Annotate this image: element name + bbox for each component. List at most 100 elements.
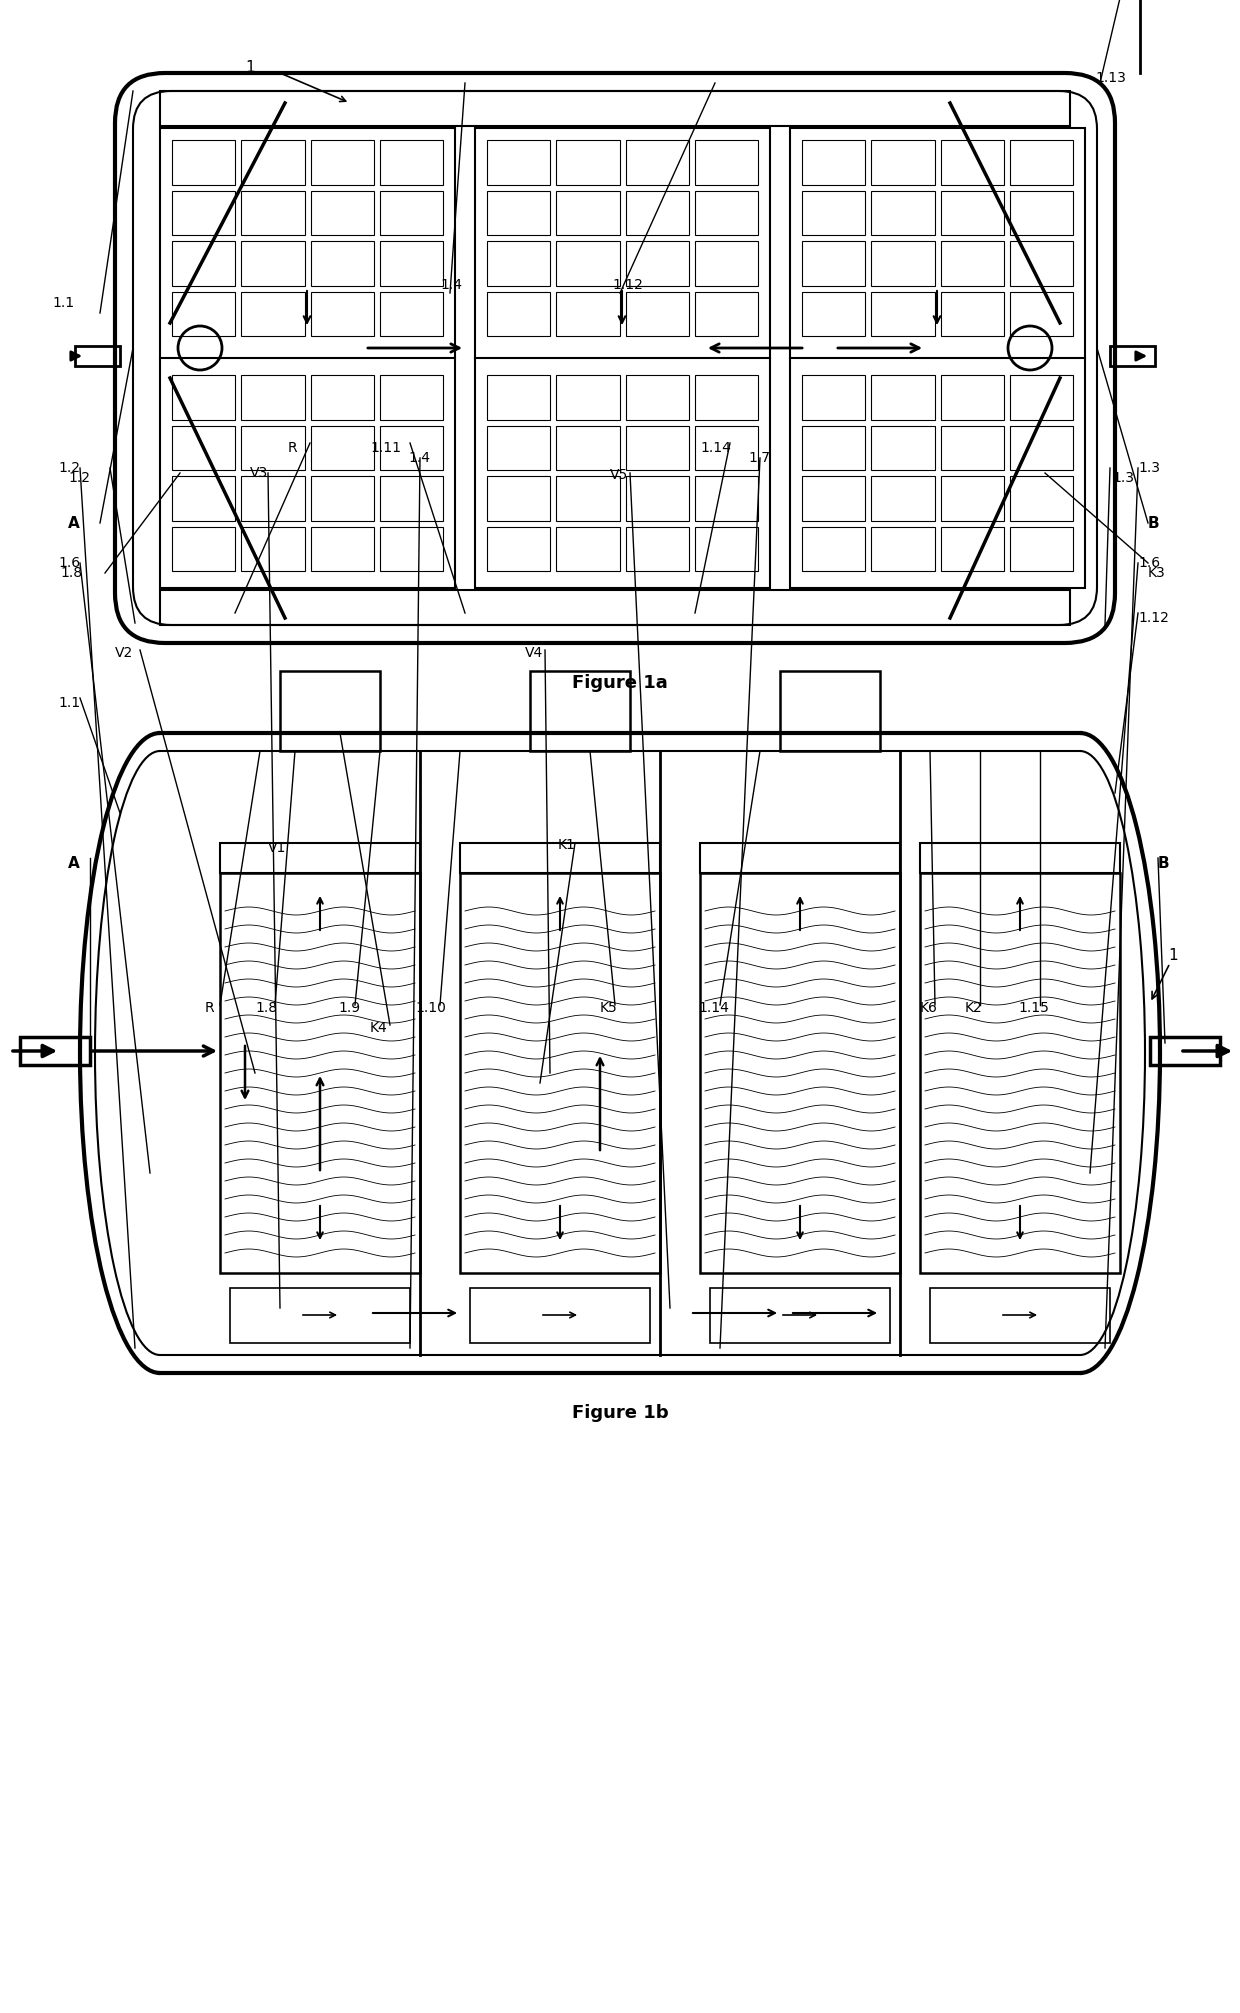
Bar — [379, 292, 443, 336]
Bar — [940, 191, 1003, 236]
Bar — [557, 374, 620, 419]
Bar — [1009, 374, 1073, 419]
Bar — [780, 670, 880, 751]
Bar — [625, 527, 688, 572]
Bar — [487, 425, 551, 469]
Text: V1: V1 — [268, 841, 286, 856]
Bar — [242, 475, 305, 521]
Bar — [625, 475, 688, 521]
Bar — [940, 475, 1003, 521]
Bar — [872, 425, 935, 469]
Bar — [310, 527, 373, 572]
Bar — [802, 425, 866, 469]
Bar — [802, 141, 866, 185]
Bar — [872, 191, 935, 236]
Bar — [694, 425, 758, 469]
Text: K1: K1 — [558, 837, 575, 851]
Bar — [310, 242, 373, 286]
Bar — [487, 191, 551, 236]
Bar — [487, 475, 551, 521]
Bar — [940, 527, 1003, 572]
Bar — [172, 292, 236, 336]
Bar — [242, 141, 305, 185]
Text: V4: V4 — [525, 646, 543, 660]
Bar — [802, 191, 866, 236]
Bar — [379, 374, 443, 419]
Bar — [625, 425, 688, 469]
Text: Figure 1a: Figure 1a — [572, 674, 668, 692]
Bar — [242, 292, 305, 336]
Bar — [1009, 425, 1073, 469]
Bar — [310, 141, 373, 185]
Bar — [694, 191, 758, 236]
Bar — [172, 191, 236, 236]
Text: 1.13: 1.13 — [1095, 70, 1126, 85]
Bar — [172, 425, 236, 469]
Bar — [242, 374, 305, 419]
Text: R: R — [288, 441, 298, 455]
Text: 1.8: 1.8 — [60, 566, 82, 580]
Bar — [310, 191, 373, 236]
Bar — [379, 425, 443, 469]
Text: 1.12: 1.12 — [1138, 612, 1169, 624]
Text: A: A — [68, 515, 79, 531]
Bar — [219, 843, 420, 874]
Bar — [487, 242, 551, 286]
Bar — [694, 475, 758, 521]
Bar — [694, 141, 758, 185]
Bar — [1009, 242, 1073, 286]
Text: 1: 1 — [246, 60, 254, 76]
Text: K4: K4 — [370, 1021, 388, 1035]
Bar — [625, 292, 688, 336]
Text: 1.4: 1.4 — [440, 278, 463, 292]
Bar — [219, 874, 420, 1272]
Bar — [160, 91, 1070, 127]
Bar — [802, 292, 866, 336]
Bar — [160, 129, 455, 588]
Bar — [379, 475, 443, 521]
Bar — [475, 129, 770, 588]
Bar — [172, 141, 236, 185]
Text: 1.9: 1.9 — [339, 1000, 360, 1015]
Bar — [379, 141, 443, 185]
Text: Figure 1b: Figure 1b — [572, 1403, 668, 1421]
Text: V5: V5 — [610, 467, 629, 481]
Bar — [460, 843, 660, 874]
Bar — [310, 292, 373, 336]
Bar — [379, 191, 443, 236]
Bar — [242, 527, 305, 572]
Bar — [229, 1288, 410, 1343]
Bar — [711, 1288, 890, 1343]
Text: 1.12: 1.12 — [613, 278, 642, 292]
Bar — [557, 475, 620, 521]
Text: K3: K3 — [1148, 566, 1166, 580]
Text: 1.15: 1.15 — [1018, 1000, 1049, 1015]
Bar — [172, 374, 236, 419]
Bar — [470, 1288, 650, 1343]
Bar — [872, 141, 935, 185]
Text: 1.14: 1.14 — [701, 441, 730, 455]
Text: 1.8: 1.8 — [255, 1000, 277, 1015]
Bar — [557, 292, 620, 336]
Bar — [280, 670, 379, 751]
Bar — [930, 1288, 1110, 1343]
Bar — [242, 242, 305, 286]
Bar — [872, 292, 935, 336]
Text: 1.6: 1.6 — [1138, 556, 1161, 570]
Bar — [872, 242, 935, 286]
Bar — [940, 425, 1003, 469]
Bar — [1009, 527, 1073, 572]
Text: 1.2: 1.2 — [58, 461, 81, 475]
Bar — [1110, 346, 1154, 366]
Bar — [310, 475, 373, 521]
Bar — [694, 374, 758, 419]
Text: 1.3: 1.3 — [1112, 471, 1135, 485]
Bar — [872, 527, 935, 572]
Bar — [940, 292, 1003, 336]
Bar — [20, 1037, 91, 1065]
Bar — [460, 874, 660, 1272]
Bar — [802, 475, 866, 521]
Bar — [529, 670, 630, 751]
Bar — [1009, 141, 1073, 185]
Bar — [242, 425, 305, 469]
